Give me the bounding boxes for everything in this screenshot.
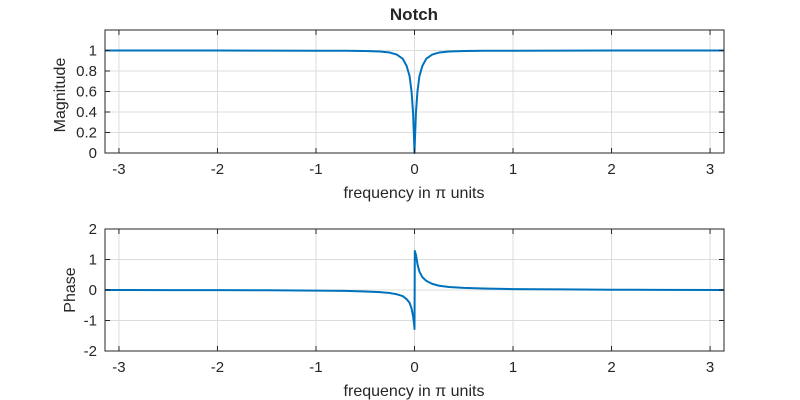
phase-y-label: Phase xyxy=(62,267,79,312)
magnitude-x-tick-label: -1 xyxy=(309,161,322,178)
magnitude-x-tick-label: 3 xyxy=(706,161,714,178)
magnitude-y-tick-label: 0.4 xyxy=(76,104,97,121)
phase-x-tick-label: 2 xyxy=(607,359,615,376)
phase-y-tick-label: 0 xyxy=(89,282,97,299)
magnitude-plot: -3 -2 -1 0 1 2 3 0 0.2 0.4 0.6 0.8 1 xyxy=(76,29,725,178)
magnitude-x-tick-label: -3 xyxy=(112,161,125,178)
phase-x-tick-label: -1 xyxy=(309,359,322,376)
magnitude-x-tick-label: -2 xyxy=(211,161,224,178)
magnitude-y-tick-label: 0.8 xyxy=(76,63,97,80)
phase-x-tick-label: 1 xyxy=(509,359,517,376)
phase-y-tick-label: 1 xyxy=(89,252,97,269)
magnitude-x-tick-label: 2 xyxy=(607,161,615,178)
phase-plot: -3 -2 -1 0 1 2 3 -2 -1 0 1 2 xyxy=(84,221,725,376)
magnitude-y-tick-label: 0.6 xyxy=(76,84,97,101)
magnitude-x-label: frequency in π units xyxy=(344,185,485,202)
phase-y-tick-label: -2 xyxy=(84,343,97,360)
phase-series-line xyxy=(104,249,725,331)
phase-x-tick-label: -3 xyxy=(112,359,125,376)
magnitude-y-label: Magnitude xyxy=(52,58,69,133)
phase-x-tick-label: -2 xyxy=(211,359,224,376)
magnitude-x-tick-label: 0 xyxy=(410,161,418,178)
magnitude-x-tick-label: 1 xyxy=(509,161,517,178)
phase-x-tick-label: 0 xyxy=(410,359,418,376)
magnitude-y-tick-label: 0.2 xyxy=(76,125,97,142)
magnitude-y-tick-label: 1 xyxy=(89,43,97,60)
magnitude-y-tick-label: 0 xyxy=(89,145,97,162)
phase-x-label: frequency in π units xyxy=(344,383,485,400)
phase-y-tick-label: -1 xyxy=(84,313,97,330)
chart-title: Notch xyxy=(390,5,438,24)
phase-y-tick-label: 2 xyxy=(89,221,97,238)
phase-x-tick-label: 3 xyxy=(706,359,714,376)
